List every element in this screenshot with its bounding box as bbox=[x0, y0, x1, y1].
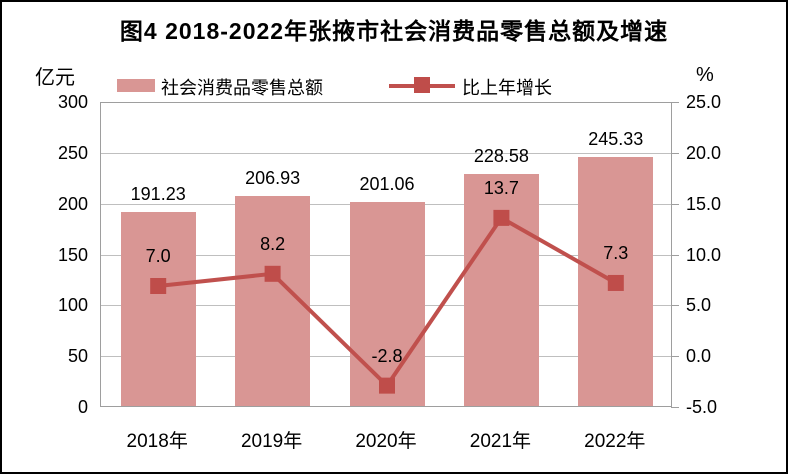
x-axis-category-label: 2021年 bbox=[469, 431, 532, 452]
plot-area: 191.23 206.93 201.06 228.58 245.33 7.0 8.2 -2.8… bbox=[100, 102, 672, 407]
bar-value-label: 228.58 bbox=[473, 146, 529, 166]
left-axis-tick-label: 50 bbox=[67, 346, 88, 367]
right-axis-tick-mark bbox=[671, 407, 679, 408]
right-axis-tick-label: 20.0 bbox=[686, 142, 722, 163]
line-value-label: 7.3 bbox=[603, 242, 629, 263]
x-axis-category-label: 2020年 bbox=[355, 431, 417, 452]
x-axis-category-label: 2019年 bbox=[240, 431, 303, 452]
right-axis-tick-label: 15.0 bbox=[686, 193, 722, 214]
bar-value-label: 245.33 bbox=[588, 129, 644, 149]
right-axis-tick-label: -5.0 bbox=[686, 397, 718, 417]
left-axis-tick-label: 100 bbox=[57, 295, 88, 316]
right-axis-tick-mark bbox=[671, 254, 679, 256]
right-axis-tick-label: 0.0 bbox=[686, 346, 712, 367]
right-axis-unit-label: % bbox=[696, 64, 714, 86]
legend-bar-label: 社会消费品零售总额 bbox=[161, 78, 323, 98]
chart-title: 图4 2018-2022年张掖市社会消费品零售总额及增速 bbox=[119, 18, 669, 44]
growth-marker-icon bbox=[379, 377, 395, 394]
right-axis-tick-mark bbox=[671, 203, 679, 205]
bar-value-label: 206.93 bbox=[245, 168, 301, 188]
growth-marker-icon bbox=[493, 209, 510, 226]
bar bbox=[349, 202, 425, 406]
right-axis-tick-label: 10.0 bbox=[686, 244, 722, 265]
growth-marker-icon bbox=[150, 278, 167, 294]
growth-line-layer bbox=[150, 209, 624, 394]
left-axis-tick-label: 150 bbox=[57, 244, 88, 265]
growth-marker-icon bbox=[607, 274, 624, 291]
left-axis-tick-label: 0 bbox=[77, 397, 88, 417]
growth-marker-icon bbox=[264, 265, 281, 282]
bar-value-label: 191.23 bbox=[130, 184, 186, 204]
line-value-label: 7.0 bbox=[145, 246, 171, 266]
right-axis-tick-mark bbox=[671, 356, 679, 358]
legend-line-label: 比上年增长 bbox=[462, 78, 552, 98]
x-axis-category-label: 2018年 bbox=[126, 431, 188, 452]
left-axis-unit-label: 亿元 bbox=[35, 67, 75, 89]
left-axis-tick-label: 250 bbox=[57, 142, 88, 163]
bar bbox=[120, 212, 196, 406]
bar-value-label: 201.06 bbox=[359, 174, 415, 194]
left-axis-tick-label: 300 bbox=[57, 92, 88, 112]
right-axis-tick-mark bbox=[671, 102, 679, 103]
right-axis-tick-mark bbox=[671, 305, 679, 307]
line-value-label: 13.7 bbox=[483, 177, 519, 198]
legend-line-marker-icon bbox=[414, 77, 430, 93]
left-axis-tick-label: 200 bbox=[57, 193, 88, 214]
x-axis-category-label: 2022年 bbox=[584, 431, 646, 452]
line-value-label: -2.8 bbox=[371, 345, 403, 366]
right-axis-tick-label: 25.0 bbox=[686, 92, 722, 112]
legend-bar-swatch-icon bbox=[117, 79, 155, 92]
gridline bbox=[101, 152, 671, 154]
line-value-label: 8.2 bbox=[260, 233, 286, 254]
right-axis-tick-mark bbox=[671, 152, 679, 154]
right-axis-tick-label: 5.0 bbox=[686, 295, 712, 316]
legend: 社会消费品零售总额 比上年增长 bbox=[100, 74, 672, 98]
